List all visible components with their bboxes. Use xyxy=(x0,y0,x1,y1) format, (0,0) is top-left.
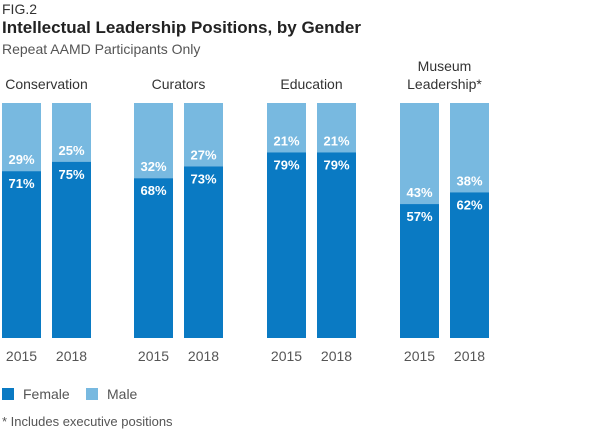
legend-item-female: Female xyxy=(2,386,70,402)
bar-male xyxy=(267,103,306,153)
bar-male xyxy=(450,103,489,193)
data-label-female: 62% xyxy=(456,197,482,212)
bar-female xyxy=(450,192,489,338)
data-label-male: 27% xyxy=(190,147,216,162)
bar-male xyxy=(317,103,356,153)
bar-female xyxy=(184,166,223,338)
year-tick-label: 2018 xyxy=(321,348,352,364)
bar-female xyxy=(52,161,91,338)
chart-subtitle: Repeat AAMD Participants Only xyxy=(2,41,201,57)
data-label-female: 75% xyxy=(58,167,84,182)
stacked-bar-chart: Conservation 29% 71% 2015 25% 75% 2018 Curators… xyxy=(2,58,489,364)
year-tick-label: 2018 xyxy=(56,348,87,364)
data-label-male: 43% xyxy=(406,185,432,200)
legend-swatch-male xyxy=(86,388,98,400)
bar-female xyxy=(317,152,356,338)
data-label-male: 25% xyxy=(58,143,84,158)
group-label: Curators xyxy=(152,76,206,92)
data-label-male: 21% xyxy=(323,133,349,148)
legend-item-male: Male xyxy=(86,386,137,402)
group-label: Museum xyxy=(418,58,472,74)
bar-female xyxy=(134,178,173,338)
bar-male xyxy=(184,103,223,167)
data-label-female: 71% xyxy=(8,176,34,191)
data-label-male: 29% xyxy=(8,152,34,167)
data-label-female: 73% xyxy=(190,171,216,186)
bar-male xyxy=(2,103,41,172)
group-label: Leadership* xyxy=(407,76,482,92)
data-label-female: 79% xyxy=(323,157,349,172)
year-tick-label: 2015 xyxy=(138,348,169,364)
group-label: Conservation xyxy=(5,76,88,92)
bar-male xyxy=(52,103,91,162)
legend-label-male: Male xyxy=(107,386,138,402)
year-tick-label: 2015 xyxy=(6,348,37,364)
data-label-male: 32% xyxy=(140,159,166,174)
year-tick-label: 2015 xyxy=(404,348,435,364)
year-tick-label: 2015 xyxy=(271,348,302,364)
data-label-female: 79% xyxy=(273,157,299,172)
data-label-female: 68% xyxy=(140,183,166,198)
year-tick-label: 2018 xyxy=(188,348,219,364)
data-label-male: 21% xyxy=(273,133,299,148)
footnote: * Includes executive positions xyxy=(2,414,173,429)
bar-female xyxy=(267,152,306,338)
bar-female xyxy=(2,171,41,338)
data-label-male: 38% xyxy=(456,173,482,188)
data-label-female: 57% xyxy=(406,209,432,224)
group-label: Education xyxy=(280,76,342,92)
legend-swatch-female xyxy=(2,388,14,400)
figure-label: FIG.2 xyxy=(2,1,38,17)
year-tick-label: 2018 xyxy=(454,348,485,364)
bar-male xyxy=(400,103,439,205)
bar-male xyxy=(134,103,173,179)
chart-title: Intellectual Leadership Positions, by Ge… xyxy=(2,18,361,37)
bar-female xyxy=(400,204,439,338)
legend-label-female: Female xyxy=(23,386,70,402)
